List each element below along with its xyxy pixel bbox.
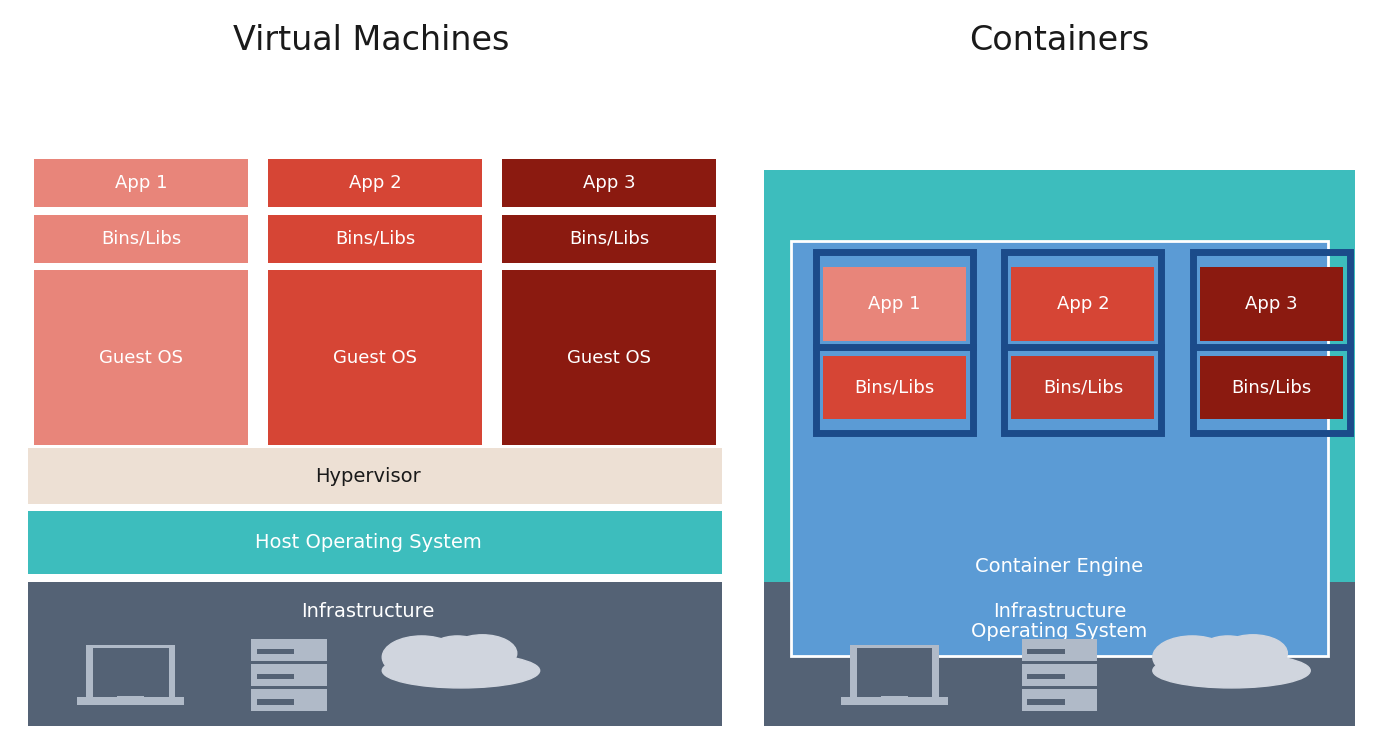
- Bar: [1026, 700, 1065, 705]
- Bar: [268, 270, 482, 445]
- Bar: [94, 648, 168, 697]
- Bar: [1026, 674, 1065, 679]
- Circle shape: [449, 635, 517, 672]
- Bar: [268, 159, 482, 207]
- Bar: [1021, 689, 1098, 711]
- Bar: [856, 648, 933, 697]
- Circle shape: [1200, 636, 1256, 667]
- Bar: [1021, 664, 1098, 686]
- Bar: [28, 582, 722, 726]
- Ellipse shape: [383, 654, 539, 688]
- Bar: [881, 696, 908, 699]
- Bar: [117, 696, 144, 699]
- Bar: [268, 215, 482, 263]
- Bar: [1011, 356, 1154, 419]
- Text: Containers: Containers: [970, 24, 1149, 57]
- Text: App 1: App 1: [114, 174, 168, 193]
- Text: Guest OS: Guest OS: [99, 348, 183, 367]
- Text: Virtual Machines: Virtual Machines: [234, 24, 509, 57]
- Bar: [257, 700, 294, 705]
- Text: App 3: App 3: [1245, 295, 1298, 313]
- Bar: [77, 697, 184, 705]
- Circle shape: [429, 636, 486, 667]
- Bar: [1200, 267, 1343, 341]
- Text: Bins/Libs: Bins/Libs: [334, 230, 416, 248]
- Bar: [1021, 639, 1098, 661]
- Bar: [34, 159, 248, 207]
- Bar: [502, 270, 716, 445]
- Text: Bins/Libs: Bins/Libs: [568, 230, 649, 248]
- Bar: [841, 697, 948, 705]
- Bar: [502, 159, 716, 207]
- Bar: [823, 267, 966, 341]
- Text: Infrastructure: Infrastructure: [301, 602, 435, 621]
- Circle shape: [383, 636, 461, 678]
- Circle shape: [1153, 636, 1232, 678]
- Bar: [250, 639, 327, 661]
- Bar: [250, 664, 327, 686]
- Bar: [250, 689, 327, 711]
- Circle shape: [1219, 635, 1288, 672]
- Text: App 1: App 1: [868, 295, 921, 313]
- Bar: [764, 582, 1355, 726]
- Bar: [764, 170, 1355, 674]
- Bar: [257, 674, 294, 679]
- Text: Bins/Libs: Bins/Libs: [100, 230, 182, 248]
- Bar: [1011, 267, 1154, 341]
- Text: Bins/Libs: Bins/Libs: [854, 378, 934, 396]
- Text: Host Operating System: Host Operating System: [255, 534, 482, 552]
- Bar: [28, 511, 722, 574]
- Bar: [85, 645, 176, 700]
- Bar: [823, 356, 966, 419]
- Text: Bins/Libs: Bins/Libs: [1232, 378, 1311, 396]
- Text: Hypervisor: Hypervisor: [315, 467, 421, 485]
- Ellipse shape: [1153, 654, 1310, 688]
- Text: Infrastructure: Infrastructure: [993, 602, 1126, 621]
- Text: App 2: App 2: [1057, 295, 1109, 313]
- Bar: [791, 241, 1328, 656]
- Text: Container Engine: Container Engine: [976, 557, 1143, 576]
- Text: Bins/Libs: Bins/Libs: [1043, 378, 1123, 396]
- Bar: [257, 649, 294, 654]
- Bar: [34, 215, 248, 263]
- Text: Guest OS: Guest OS: [567, 348, 651, 367]
- Text: Operating System: Operating System: [971, 622, 1148, 641]
- Bar: [1200, 356, 1343, 419]
- Bar: [28, 448, 722, 504]
- Bar: [850, 645, 940, 700]
- Bar: [34, 270, 248, 445]
- Bar: [1026, 649, 1065, 654]
- Text: Guest OS: Guest OS: [333, 348, 417, 367]
- Bar: [502, 215, 716, 263]
- Text: App 3: App 3: [582, 174, 636, 193]
- Text: App 2: App 2: [348, 174, 402, 193]
